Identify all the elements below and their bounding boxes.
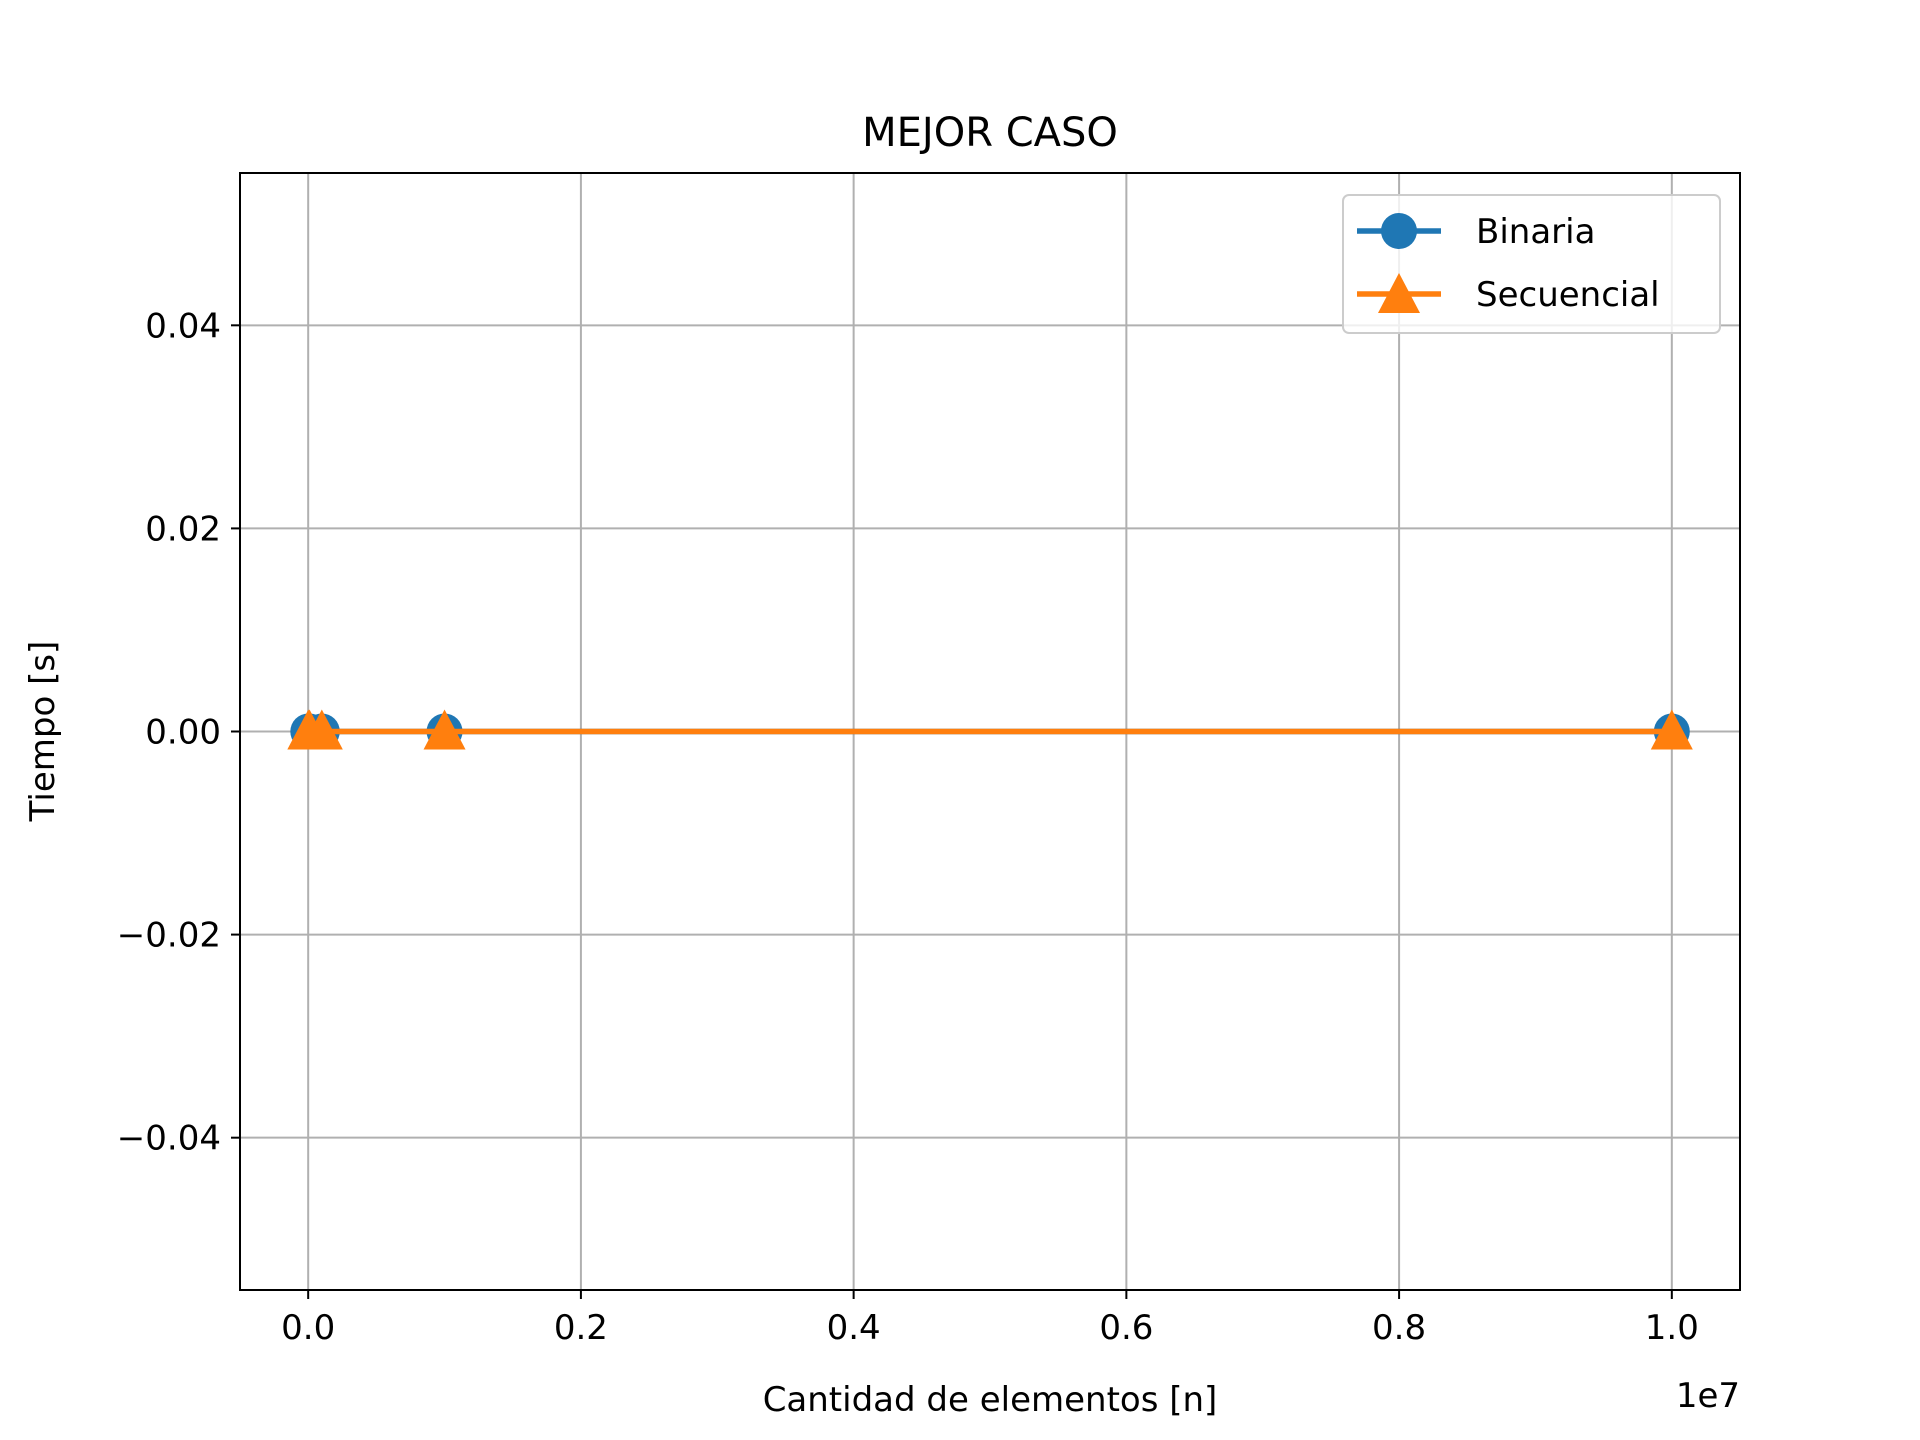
- x-tick-label: 0.8: [1372, 1308, 1426, 1348]
- x-tick-label: 0.4: [827, 1308, 881, 1348]
- legend: Binaria Secuencial: [1342, 194, 1721, 334]
- plot-frame: [239, 172, 1741, 1291]
- axis-ticks: 0.0 0.2 0.4 0.6 0.8 1.0 0.04 0.02 0.00 −0.02 −0.04: [117, 306, 1699, 1348]
- legend-label-binaria: Binaria: [1476, 212, 1595, 252]
- y-axis-label: Tiempo [s]: [23, 641, 63, 823]
- legend-marker-triangle-icon: [1378, 273, 1420, 313]
- x-tick-label: 0.6: [1099, 1308, 1153, 1348]
- x-tick-label: 1.0: [1645, 1308, 1699, 1348]
- y-tick-label: −0.04: [117, 1119, 221, 1159]
- y-tick-label: 0.02: [145, 509, 221, 549]
- y-tick-label: 0.00: [145, 713, 221, 753]
- y-tick-label: −0.02: [117, 916, 221, 956]
- data-point-secuencial: [1650, 709, 1693, 750]
- data-series: [287, 709, 1693, 750]
- chart-title: MEJOR CASO: [862, 110, 1118, 156]
- legend-marker-circle-icon: [1381, 213, 1417, 249]
- data-point-secuencial: [300, 709, 343, 750]
- data-point-secuencial: [423, 709, 466, 750]
- x-tick-label: 0.2: [554, 1308, 608, 1348]
- series-secuencial: [287, 709, 1693, 750]
- y-tick-label: 0.04: [145, 306, 221, 346]
- x-axis-offset-label: 1e7: [1676, 1376, 1740, 1416]
- x-axis-label: Cantidad de elementos [n]: [763, 1380, 1218, 1420]
- legend-label-secuencial: Secuencial: [1476, 275, 1660, 315]
- x-tick-label: 0.0: [281, 1308, 335, 1348]
